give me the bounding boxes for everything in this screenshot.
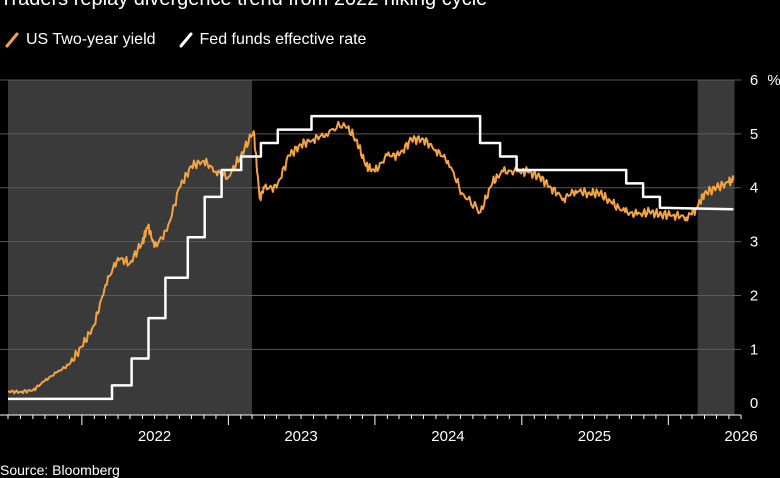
legend-label-two-year-yield: US Two-year yield xyxy=(26,31,156,48)
x-tick-label-2022: 2022 xyxy=(138,428,171,445)
y-tick-label-6: 6 xyxy=(750,72,758,89)
x-tick-label-2023: 2023 xyxy=(284,428,317,445)
source-note: Source: Bloomberg xyxy=(0,462,120,478)
legend-item-two-year-yield: US Two-year yield xyxy=(0,31,156,49)
series-line-two-year-yield xyxy=(7,120,735,395)
shaded-period-0 xyxy=(8,80,253,415)
legend-swatch-white-icon xyxy=(179,32,193,48)
x-tick-label-2026: 2026 xyxy=(724,428,757,445)
chart-legend: US Two-year yield Fed funds effective ra… xyxy=(0,30,384,50)
shaded-period-1 xyxy=(697,80,735,415)
y-tick-label-5: 5 xyxy=(750,126,758,143)
y-tick-label-0: 0 xyxy=(750,395,758,412)
y-tick-label-2: 2 xyxy=(750,287,758,304)
x-tick-label-2024: 2024 xyxy=(431,428,464,445)
x-tick-label-2025: 2025 xyxy=(578,428,611,445)
y-tick-label-1: 1 xyxy=(750,341,758,358)
legend-item-fed-funds: Fed funds effective rate xyxy=(174,31,367,49)
series-line-fed-funds-rate xyxy=(8,114,734,401)
legend-label-fed-funds: Fed funds effective rate xyxy=(199,31,367,48)
legend-swatch-orange-icon xyxy=(5,32,19,48)
y-tick-label-4: 4 xyxy=(750,180,758,197)
chart-title: Traders replay divergence trend from 202… xyxy=(0,0,487,11)
y-unit-label: % xyxy=(767,72,780,89)
y-tick-label-3: 3 xyxy=(750,234,758,251)
